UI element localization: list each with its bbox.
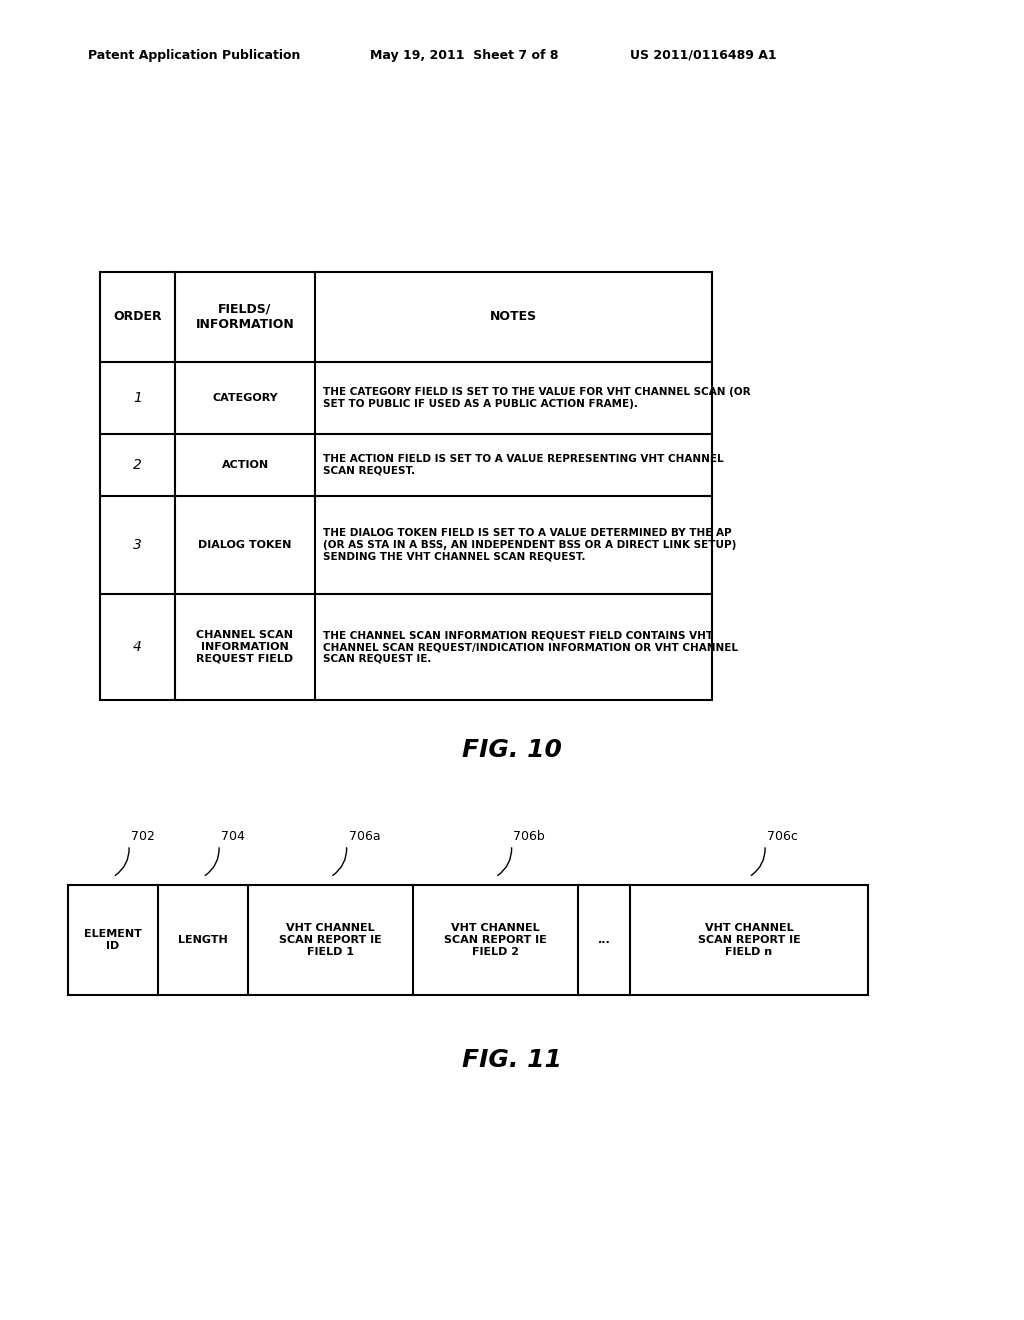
- Text: 3: 3: [133, 539, 142, 552]
- Text: FIELDS/
INFORMATION: FIELDS/ INFORMATION: [196, 304, 294, 331]
- Text: Patent Application Publication: Patent Application Publication: [88, 49, 300, 62]
- Text: CATEGORY: CATEGORY: [212, 393, 278, 403]
- Text: 706b: 706b: [513, 830, 545, 843]
- Text: 1: 1: [133, 391, 142, 405]
- Text: ORDER: ORDER: [114, 310, 162, 323]
- Text: LENGTH: LENGTH: [178, 935, 228, 945]
- Text: VHT CHANNEL
SCAN REPORT IE
FIELD 2: VHT CHANNEL SCAN REPORT IE FIELD 2: [444, 924, 547, 957]
- Bar: [68, 884, 868, 995]
- Text: 702: 702: [131, 830, 155, 843]
- Text: FIG. 10: FIG. 10: [462, 738, 562, 762]
- Text: ELEMENT
ID: ELEMENT ID: [84, 929, 142, 950]
- Bar: [100, 272, 712, 700]
- Text: ACTION: ACTION: [221, 459, 268, 470]
- Text: ...: ...: [598, 935, 610, 945]
- Text: 706a: 706a: [348, 830, 380, 843]
- Text: US 2011/0116489 A1: US 2011/0116489 A1: [630, 49, 776, 62]
- Text: THE ACTION FIELD IS SET TO A VALUE REPRESENTING VHT CHANNEL
SCAN REQUEST.: THE ACTION FIELD IS SET TO A VALUE REPRE…: [323, 454, 724, 475]
- Text: VHT CHANNEL
SCAN REPORT IE
FIELD 1: VHT CHANNEL SCAN REPORT IE FIELD 1: [280, 924, 382, 957]
- Text: VHT CHANNEL
SCAN REPORT IE
FIELD n: VHT CHANNEL SCAN REPORT IE FIELD n: [697, 924, 801, 957]
- Text: NOTES: NOTES: [489, 310, 537, 323]
- Text: DIALOG TOKEN: DIALOG TOKEN: [199, 540, 292, 550]
- Text: THE CHANNEL SCAN INFORMATION REQUEST FIELD CONTAINS VHT
CHANNEL SCAN REQUEST/IND: THE CHANNEL SCAN INFORMATION REQUEST FIE…: [323, 631, 738, 664]
- Text: 2: 2: [133, 458, 142, 473]
- Text: THE DIALOG TOKEN FIELD IS SET TO A VALUE DETERMINED BY THE AP
(OR AS STA IN A BS: THE DIALOG TOKEN FIELD IS SET TO A VALUE…: [323, 528, 736, 561]
- Text: 704: 704: [221, 830, 245, 843]
- Text: May 19, 2011  Sheet 7 of 8: May 19, 2011 Sheet 7 of 8: [370, 49, 558, 62]
- Text: 706c: 706c: [767, 830, 798, 843]
- Text: 4: 4: [133, 640, 142, 653]
- Text: FIG. 11: FIG. 11: [462, 1048, 562, 1072]
- Text: THE CATEGORY FIELD IS SET TO THE VALUE FOR VHT CHANNEL SCAN (OR
SET TO PUBLIC IF: THE CATEGORY FIELD IS SET TO THE VALUE F…: [323, 387, 751, 409]
- Text: CHANNEL SCAN
INFORMATION
REQUEST FIELD: CHANNEL SCAN INFORMATION REQUEST FIELD: [197, 631, 294, 664]
